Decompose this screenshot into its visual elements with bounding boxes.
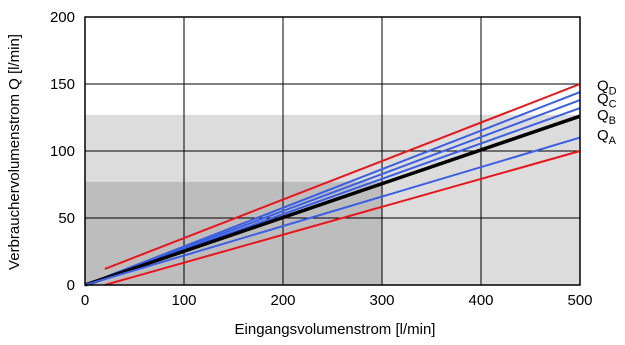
y-tick-label: 200 [50,9,75,26]
x-tick-label: 200 [270,292,295,309]
x-tick-label: 500 [567,292,592,309]
series-label-q-b: QB [597,107,616,127]
series-line-7 [84,136,581,286]
y-tick-label: 150 [50,76,75,93]
y-tick-label: 100 [50,143,75,160]
series-lines [84,83,581,287]
x-tick-label: 300 [369,292,394,309]
y-tick-label: 50 [58,210,75,227]
series-line-3 [84,91,581,286]
series-line-4 [84,99,581,286]
y-axis-title: Verbrauchervolumenstrom Q [l/min] [6,34,23,270]
x-tick-label: 400 [468,292,493,309]
y-tick-label: 0 [67,277,75,294]
series-label-q-a: QA [597,127,617,147]
y-tick-labels: 0 50 100 150 200 [50,9,75,294]
x-axis-title: Eingangsvolumenstrom [l/min] [235,321,436,338]
x-tick-labels: 0 100 200 300 400 500 [81,292,593,309]
series-line-1 [104,83,581,270]
plot-frame [84,16,581,286]
series-label-q-c: QC [597,91,617,111]
series-line-6 [84,114,581,287]
series-line-2 [104,150,581,286]
series-label-q-d: QD [597,77,617,97]
x-tick-label: 100 [171,292,196,309]
x-tick-label: 0 [81,292,89,309]
